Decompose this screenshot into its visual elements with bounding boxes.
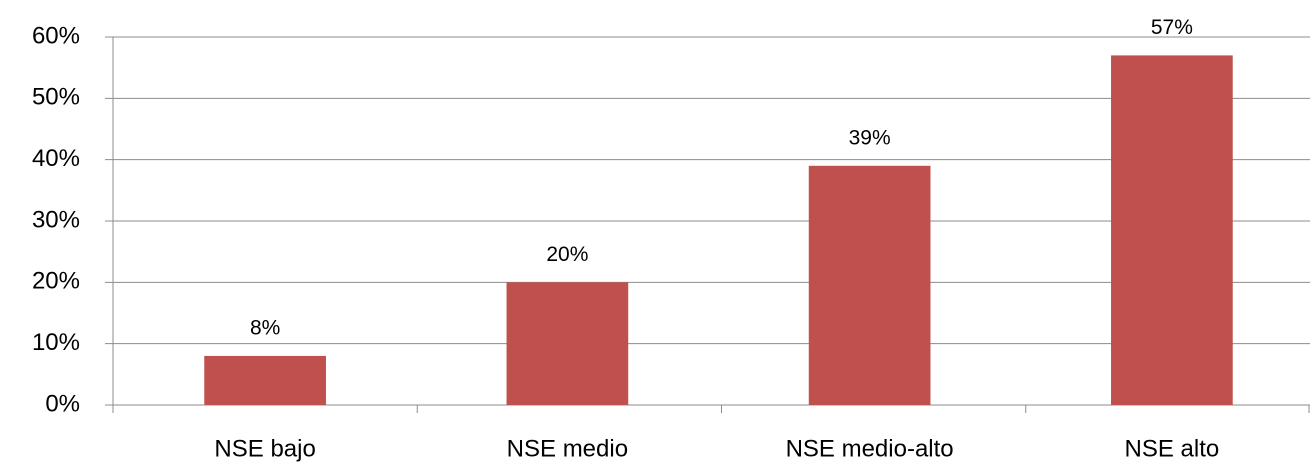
y-tick-label: 0%: [45, 390, 80, 417]
x-tick-label: NSE medio: [507, 435, 628, 462]
y-tick-label: 60%: [32, 22, 80, 49]
bar: [506, 282, 629, 405]
data-label: 57%: [1151, 16, 1193, 39]
y-tick-label: 10%: [32, 329, 80, 356]
x-tick-label: NSE bajo: [214, 435, 315, 462]
data-label: 39%: [849, 126, 891, 149]
y-tick-label: 30%: [32, 206, 80, 233]
data-label: 8%: [250, 316, 280, 339]
x-tick-label: NSE alto: [1125, 435, 1220, 462]
data-label: 20%: [546, 243, 588, 266]
y-tick-label: 50%: [32, 84, 80, 111]
x-tick-label: NSE medio-alto: [786, 435, 954, 462]
y-tick-label: 20%: [32, 268, 80, 295]
bar: [1111, 55, 1233, 406]
bar: [204, 355, 326, 405]
y-tick-label: 40%: [32, 145, 80, 172]
bar: [808, 165, 931, 405]
